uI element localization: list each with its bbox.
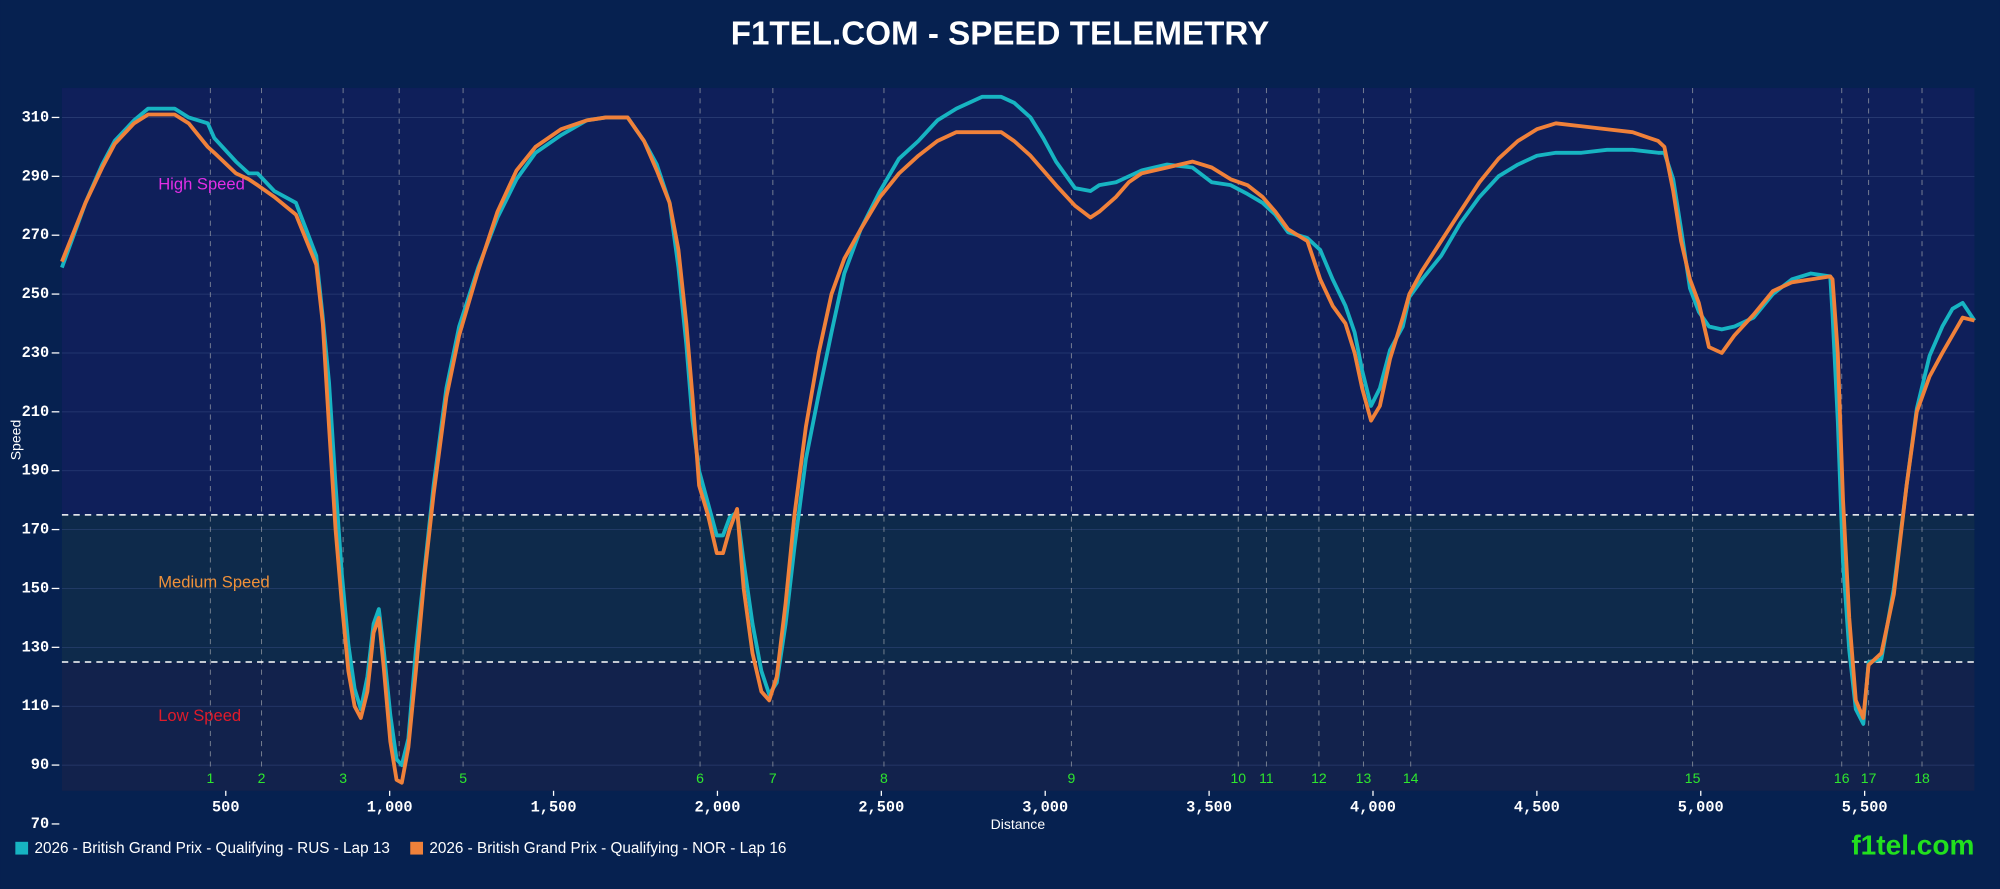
corner-label: 6	[696, 770, 704, 786]
corner-label: 5	[459, 770, 467, 786]
corner-label: 18	[1914, 770, 1930, 786]
chart-title: F1TEL.COM - SPEED TELEMETRY	[731, 15, 1270, 52]
corner-label: 1	[206, 770, 214, 786]
legend-label: 2026 - British Grand Prix - Qualifying -…	[429, 840, 786, 857]
corner-label: 12	[1311, 770, 1327, 786]
corner-label: 3	[339, 770, 347, 786]
x-tick-label: 3,000	[1022, 798, 1068, 816]
x-tick-label: 500	[212, 798, 240, 816]
zone-label: High Speed	[158, 174, 245, 193]
x-tick-label: 1,000	[367, 798, 413, 816]
corner-label: 7	[769, 770, 777, 786]
zone-label: Medium Speed	[158, 572, 270, 591]
speed-line	[60, 94, 1977, 767]
corner-label: 11	[1259, 770, 1274, 786]
x-tick-label: 4,000	[1350, 798, 1396, 816]
x-tick-label: 2,000	[694, 798, 740, 816]
legend-swatch	[15, 841, 29, 855]
y-tick-label: 230	[22, 344, 50, 362]
legend-label: 2026 - British Grand Prix - Qualifying -…	[34, 840, 389, 857]
corner-label: 16	[1834, 770, 1850, 786]
y-tick-label: 250	[22, 285, 50, 303]
corner-label: 14	[1403, 770, 1419, 786]
corner-label: 10	[1230, 770, 1246, 786]
y-tick-label: 130	[22, 638, 50, 656]
y-tick-label: 210	[22, 403, 50, 421]
corner-label: 13	[1356, 770, 1372, 786]
x-tick-label: 5,000	[1678, 798, 1724, 816]
corner-label: 9	[1068, 770, 1076, 786]
corner-label: 17	[1861, 770, 1877, 786]
corner-label: 15	[1685, 770, 1701, 786]
y-tick-label: 110	[22, 697, 50, 715]
y-tick-label: 170	[22, 521, 50, 539]
corner-label: 2	[258, 770, 266, 786]
y-tick-label: 70	[31, 815, 49, 833]
speed-zone	[61, 662, 1975, 791]
y-axis-label: Speed	[7, 420, 23, 461]
corner-label: 8	[880, 770, 888, 786]
y-tick-label: 290	[22, 167, 50, 185]
legend-swatch	[410, 841, 424, 855]
y-tick-label: 270	[22, 226, 50, 244]
watermark: f1tel.com	[1851, 829, 1974, 860]
y-tick-label: 310	[22, 108, 50, 126]
y-tick-label: 190	[22, 462, 50, 480]
x-tick-label: 2,500	[858, 798, 904, 816]
y-tick-label: 90	[31, 756, 49, 774]
speed-line	[60, 112, 1975, 785]
y-tick-label: 150	[22, 579, 50, 597]
x-tick-label: 3,500	[1186, 798, 1232, 816]
x-tick-label: 1,500	[531, 798, 577, 816]
x-tick-label: 4,500	[1514, 798, 1560, 816]
speed-zone	[61, 88, 1975, 515]
x-tick-label: 5,500	[1842, 798, 1888, 816]
zone-label: Low Speed	[158, 706, 241, 725]
x-axis-label: Distance	[991, 816, 1046, 832]
